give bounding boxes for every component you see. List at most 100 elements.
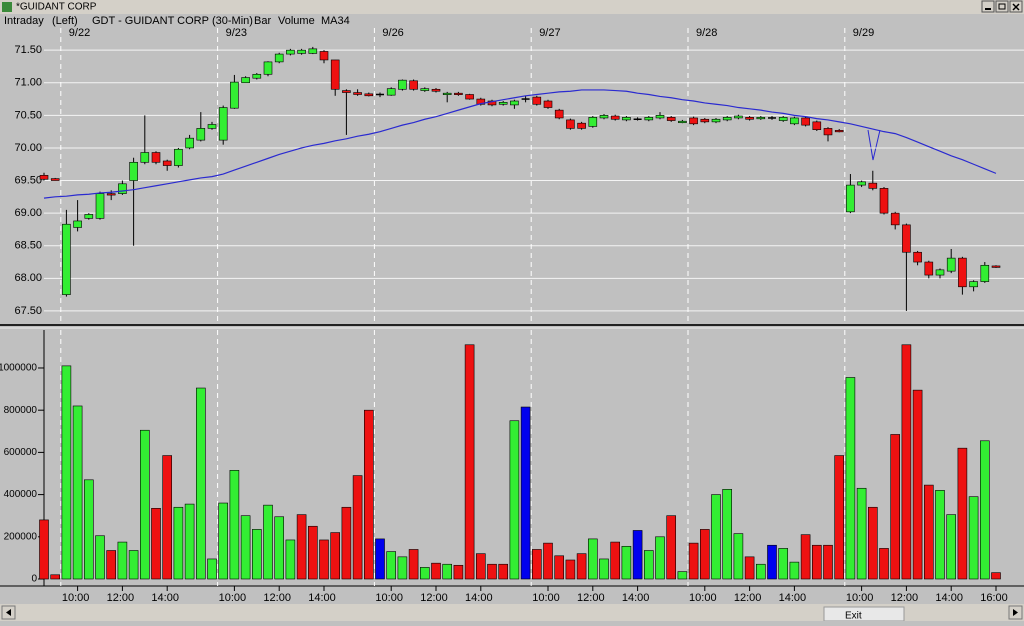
candle-body [655, 115, 665, 119]
candle-body [846, 184, 855, 213]
scroll-tab[interactable] [823, 606, 905, 622]
candle-body [297, 49, 306, 54]
day-label: 9/27 [539, 27, 560, 39]
volume-bar [845, 377, 856, 580]
candle-body [857, 181, 866, 186]
candle-body [353, 92, 362, 95]
candle-body [980, 264, 990, 282]
x-tick-label: 14:00 [935, 592, 963, 604]
x-tick-label: 10:00 [689, 592, 717, 604]
volume-bar [856, 487, 867, 580]
x-tick-label: 14:00 [151, 592, 179, 604]
x-tick-label: 10:00 [532, 592, 560, 604]
candle-body [778, 117, 788, 121]
minimize-button[interactable] [981, 0, 995, 13]
header-style: Bar [254, 15, 271, 27]
volume-bar [330, 532, 341, 580]
volume-bar [587, 538, 598, 580]
close-glyph [1012, 3, 1020, 11]
candle-body [756, 117, 766, 120]
volume-bar [408, 549, 419, 580]
volume-bar [296, 514, 307, 580]
scrollbar[interactable] [0, 604, 1024, 621]
candle-body [913, 251, 922, 263]
volume-bar [800, 534, 811, 580]
volume-bar [184, 503, 195, 580]
volume-bar [84, 479, 94, 580]
volume-bar [554, 555, 565, 580]
x-tick-label: 10:00 [846, 592, 874, 604]
candle-body [286, 49, 295, 55]
candle-body [991, 265, 1001, 268]
candle-body [958, 257, 967, 288]
candle-body [274, 53, 284, 63]
y-tick-label: 69.50 [14, 174, 42, 186]
candle-body [924, 261, 934, 276]
volume-bar [117, 541, 128, 580]
volume-bar [823, 544, 833, 580]
scroll-left-glyph [6, 609, 11, 616]
y-tick-label: 400000 [4, 489, 38, 500]
candle-body [330, 59, 340, 90]
y-tick-label: 600000 [4, 447, 38, 458]
volume-bar [196, 387, 206, 580]
volume-bar [834, 455, 845, 580]
volume-bar [352, 475, 363, 580]
candle-body [566, 119, 575, 129]
candle-body [498, 102, 508, 105]
x-tick-label: 12:00 [107, 592, 135, 604]
volume-bar [621, 545, 632, 580]
candle-body [532, 96, 542, 105]
volume-bar [95, 535, 105, 580]
candle-body [722, 117, 732, 121]
restore-button[interactable] [995, 0, 1009, 13]
day-label: 9/23 [226, 27, 247, 39]
candle-body [622, 117, 631, 121]
candle-body [834, 130, 844, 133]
volume-bar [72, 405, 83, 580]
volume-bar [677, 571, 688, 580]
volume-bar [509, 420, 520, 580]
candle-body [543, 100, 553, 108]
candle-body [319, 51, 329, 61]
candle-body [218, 107, 228, 141]
candle-body [902, 224, 911, 253]
candle-body [577, 122, 586, 129]
candle-body [308, 48, 318, 54]
y-tick-label: 0 [31, 574, 37, 585]
candle-body [39, 175, 49, 180]
volume-bar [699, 529, 710, 580]
ma-line [43, 89, 997, 199]
volume-bar [475, 553, 486, 580]
x-tick-label: 12:00 [420, 592, 448, 604]
candle-body [106, 193, 116, 196]
x-tick-label: 12:00 [263, 592, 291, 604]
y-tick-label: 69.00 [14, 207, 42, 219]
candle-body [263, 61, 273, 75]
candle-body [599, 115, 609, 119]
volume-bar [632, 530, 643, 580]
window-controls[interactable] [981, 0, 1023, 13]
candle-body [946, 257, 956, 272]
candle-body [140, 152, 150, 163]
volume-bar [252, 529, 262, 580]
volume-bar [531, 549, 542, 580]
volume-bar [912, 389, 923, 580]
x-tick-label: 10:00 [219, 592, 247, 604]
y-tick-label: 800000 [4, 405, 38, 416]
candle-body [241, 77, 250, 84]
candle-body [644, 117, 654, 121]
candle-body [95, 193, 105, 219]
volume-bar [151, 508, 161, 580]
candle-body [700, 118, 710, 123]
window-icon [2, 2, 12, 12]
volume-bar [520, 406, 531, 580]
volume-bar [274, 516, 285, 580]
x-tick-label: 14:00 [622, 592, 650, 604]
y-tick-label: 68.50 [14, 240, 42, 252]
candle-body [890, 212, 900, 226]
candle-body [879, 188, 889, 214]
candle-body [196, 128, 206, 141]
volume-bar [767, 544, 777, 580]
